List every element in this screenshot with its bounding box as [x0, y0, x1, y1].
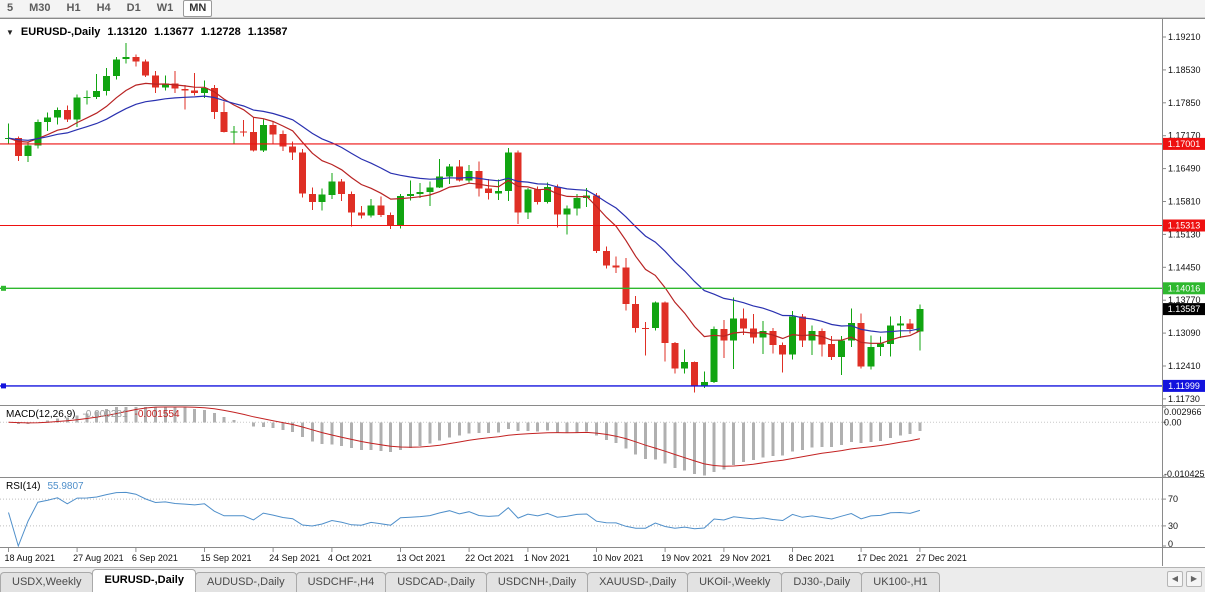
svg-text:0: 0	[1168, 539, 1173, 549]
svg-text:4 Oct 2021: 4 Oct 2021	[328, 553, 372, 563]
svg-text:1.14016: 1.14016	[1168, 283, 1201, 293]
svg-text:1.13587: 1.13587	[1168, 304, 1201, 314]
svg-text:27 Aug 2021: 27 Aug 2021	[73, 553, 124, 563]
svg-text:29 Nov 2021: 29 Nov 2021	[720, 553, 771, 563]
svg-text:1.19210: 1.19210	[1168, 32, 1201, 42]
svg-text:70: 70	[1168, 494, 1178, 504]
chart-tab-usdchf-h4[interactable]: USDCHF-,H4	[295, 572, 387, 592]
timeframe-button-h4[interactable]: H4	[96, 2, 111, 14]
chart-tab-usdcnh-daily[interactable]: USDCNH-,Daily	[485, 572, 589, 592]
timeframe-toolbar: 5 M30 H1 H4 D1 W1 MN	[0, 0, 1205, 18]
svg-text:18 Aug 2021: 18 Aug 2021	[5, 553, 56, 563]
current-price-flag: 1.13587	[1163, 303, 1205, 316]
chart-ohlc-header: ▼ EURUSD-,Daily 1.13120 1.13677 1.12728 …	[6, 26, 287, 38]
svg-text:24 Sep 2021: 24 Sep 2021	[269, 553, 320, 563]
macd-main-value: -0.000281	[82, 409, 128, 420]
svg-text:1.12410: 1.12410	[1168, 361, 1201, 371]
svg-text:1.15130: 1.15130	[1168, 229, 1201, 239]
chart-tab-bar: USDX,Weekly EURUSD-,Daily AUDUSD-,Daily USD…	[0, 567, 1205, 592]
ohlc-close: 1.13587	[247, 26, 288, 38]
hline-1.17001[interactable]: 1.17001	[0, 137, 1205, 150]
svg-text:1.17170: 1.17170	[1168, 131, 1201, 141]
hline-1.15313[interactable]: 1.15313	[0, 219, 1205, 232]
chart-tab-xauusd-daily[interactable]: XAUUSD-,Daily	[587, 572, 689, 592]
svg-text:1.13770: 1.13770	[1168, 295, 1201, 305]
timeframe-button-m30[interactable]: M30	[29, 2, 51, 14]
ohlc-low: 1.12728	[200, 26, 241, 38]
timeframe-button-5[interactable]: 5	[7, 2, 14, 14]
svg-text:0.00: 0.00	[1164, 417, 1182, 427]
svg-text:0.002966: 0.002966	[1164, 407, 1202, 417]
tab-scroll-left-icon[interactable]: ◀	[1167, 571, 1183, 587]
price-axis: 1.19210 1.18530 1.17850 1.17170 1.16490 1.158…	[1162, 32, 1201, 404]
rsi-indicator-label: RSI(14) 55.9807	[6, 481, 84, 492]
hline-1.14016[interactable]: 1.14016	[0, 282, 1205, 295]
chart-symbol-period: EURUSD-,Daily	[20, 26, 101, 38]
svg-text:6 Sep 2021: 6 Sep 2021	[132, 553, 178, 563]
timeframe-button-h1[interactable]: H1	[66, 2, 81, 14]
ma-slow-line	[8, 95, 921, 333]
svg-text:1.15313: 1.15313	[1168, 221, 1201, 231]
svg-text:1.18530: 1.18530	[1168, 65, 1201, 75]
ohlc-high: 1.13677	[154, 26, 194, 38]
svg-text:1.13090: 1.13090	[1168, 328, 1201, 338]
svg-text:1.15810: 1.15810	[1168, 197, 1201, 207]
tab-scrollers: ◀ ▶	[1167, 571, 1202, 587]
svg-text:30: 30	[1168, 521, 1178, 531]
rsi-title: RSI(14)	[6, 481, 41, 492]
svg-text:15 Sep 2021: 15 Sep 2021	[201, 553, 252, 563]
svg-text:1.17001: 1.17001	[1168, 139, 1201, 149]
macd-signal-value: -0.001554	[134, 409, 180, 420]
svg-text:1.14450: 1.14450	[1168, 262, 1201, 272]
chart-menu-icon[interactable]: ▼	[6, 27, 14, 37]
chart-window: 1.19210 1.18530 1.17850 1.17170 1.16490 1.158…	[0, 18, 1205, 567]
tab-scroll-right-icon[interactable]: ▶	[1186, 571, 1202, 587]
rsi-value: 55.9807	[47, 481, 84, 492]
macd-signal-line	[8, 406, 921, 467]
timeframe-button-d1[interactable]: D1	[126, 2, 141, 14]
svg-text:1.11999: 1.11999	[1168, 381, 1200, 391]
chart-tab-dj30-daily[interactable]: DJ30-,Daily	[781, 572, 863, 592]
chart-canvas[interactable]: 1.19210 1.18530 1.17850 1.17170 1.16490 1.158…	[0, 18, 1205, 567]
svg-text:13 Oct 2021: 13 Oct 2021	[397, 553, 446, 563]
chart-tab-usdx-weekly[interactable]: USDX,Weekly	[0, 572, 94, 592]
svg-text:22 Oct 2021: 22 Oct 2021	[465, 553, 514, 563]
macd-title: MACD(12,26,9)	[6, 409, 76, 420]
svg-text:1 Nov 2021: 1 Nov 2021	[524, 553, 570, 563]
svg-text:10 Nov 2021: 10 Nov 2021	[593, 553, 644, 563]
macd-histogram	[16, 407, 922, 476]
hline-1.11999[interactable]: 1.11999	[0, 379, 1205, 392]
chart-tab-usdcad-daily[interactable]: USDCAD-,Daily	[385, 572, 487, 592]
ohlc-open: 1.13120	[107, 26, 148, 38]
svg-text:17 Dec 2021: 17 Dec 2021	[857, 553, 908, 563]
panel-frame	[0, 18, 1205, 566]
timeframe-button-w1[interactable]: W1	[156, 2, 174, 14]
timeframe-button-mn[interactable]: MN	[183, 0, 213, 17]
macd-indicator-label: MACD(12,26,9) -0.000281 -0.001554	[6, 409, 180, 420]
chart-tab-audusd-daily[interactable]: AUDUSD-,Daily	[194, 572, 297, 592]
candles-layer	[5, 42, 924, 393]
date-axis: 18 Aug 2021 27 Aug 2021 6 Sep 2021 15 Sep 2…	[5, 548, 967, 563]
chart-tab-ukoil-weekly[interactable]: UKOil-,Weekly	[687, 572, 783, 592]
svg-text:27 Dec 2021: 27 Dec 2021	[916, 553, 967, 563]
chart-tab-eurusd-daily[interactable]: EURUSD-,Daily	[92, 569, 196, 592]
ma-fast-line	[8, 82, 921, 345]
svg-text:-0.010425: -0.010425	[1164, 469, 1205, 479]
rsi-line	[8, 491, 921, 548]
svg-text:19 Nov 2021: 19 Nov 2021	[661, 553, 712, 563]
svg-text:1.11730: 1.11730	[1168, 394, 1200, 404]
svg-text:1.16490: 1.16490	[1168, 164, 1201, 174]
svg-text:8 Dec 2021: 8 Dec 2021	[789, 553, 835, 563]
chart-tab-uk100-h1[interactable]: UK100-,H1	[861, 572, 940, 592]
svg-text:1.17850: 1.17850	[1168, 98, 1201, 108]
chart-background	[0, 18, 1205, 567]
